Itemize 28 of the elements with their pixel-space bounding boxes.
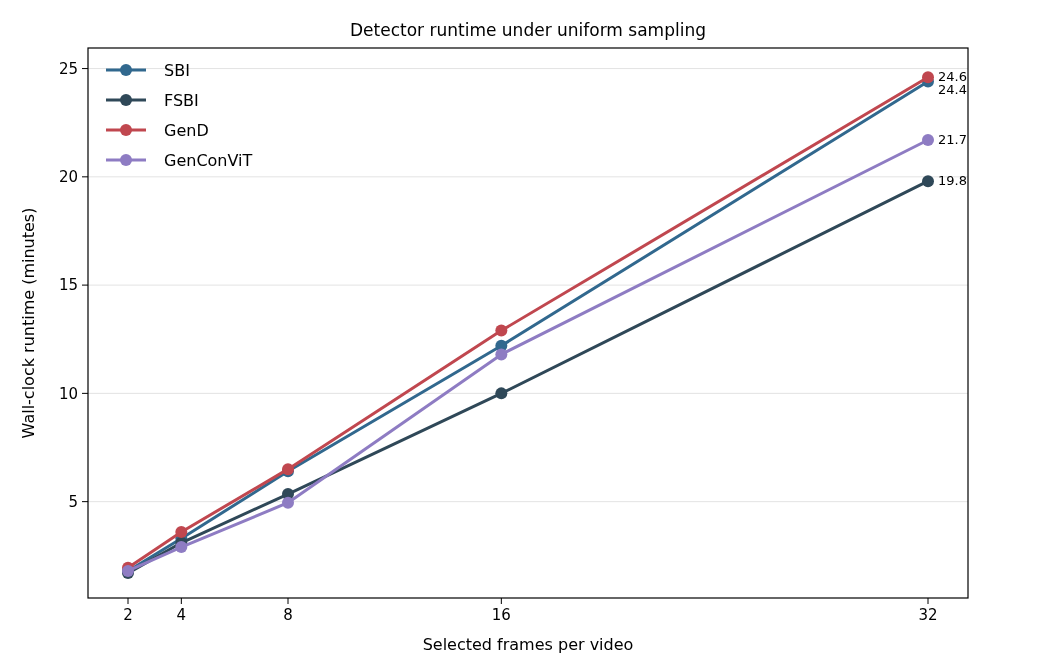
point — [495, 387, 508, 400]
y-tick-label: 15 — [58, 276, 78, 295]
y-tick-label: 10 — [58, 384, 78, 403]
data-label: 21.7 — [938, 132, 967, 148]
x-axis-title: Selected frames per video — [422, 635, 634, 654]
y-axis-title: Wall-clock runtime (minutes) — [19, 207, 38, 439]
point — [282, 496, 294, 509]
legend-label: GenD — [164, 120, 209, 140]
legend-label: SBI — [164, 60, 190, 80]
data-label: 24.4 — [938, 82, 967, 98]
x-tick-label: 8 — [283, 606, 293, 624]
y-tick-label: 25 — [58, 59, 78, 78]
point — [922, 175, 934, 188]
point — [495, 348, 508, 361]
data-label: 19.8 — [938, 173, 967, 189]
legend-label: GenConViT — [164, 150, 253, 170]
x-tick-label: 4 — [176, 606, 187, 624]
chart-title: Detector runtime under uniform sampling — [350, 20, 706, 40]
y-tick-label: 20 — [58, 168, 78, 187]
data-label: 24.6 — [938, 69, 967, 85]
point — [495, 324, 508, 337]
x-tick-label: 32 — [918, 606, 938, 624]
x-tick-label: 16 — [491, 606, 511, 624]
point — [922, 134, 934, 147]
point — [922, 71, 934, 84]
y-tick-label: 5 — [68, 492, 78, 511]
legend-label: FSBI — [164, 90, 199, 110]
x-tick-label: 2 — [123, 606, 133, 624]
